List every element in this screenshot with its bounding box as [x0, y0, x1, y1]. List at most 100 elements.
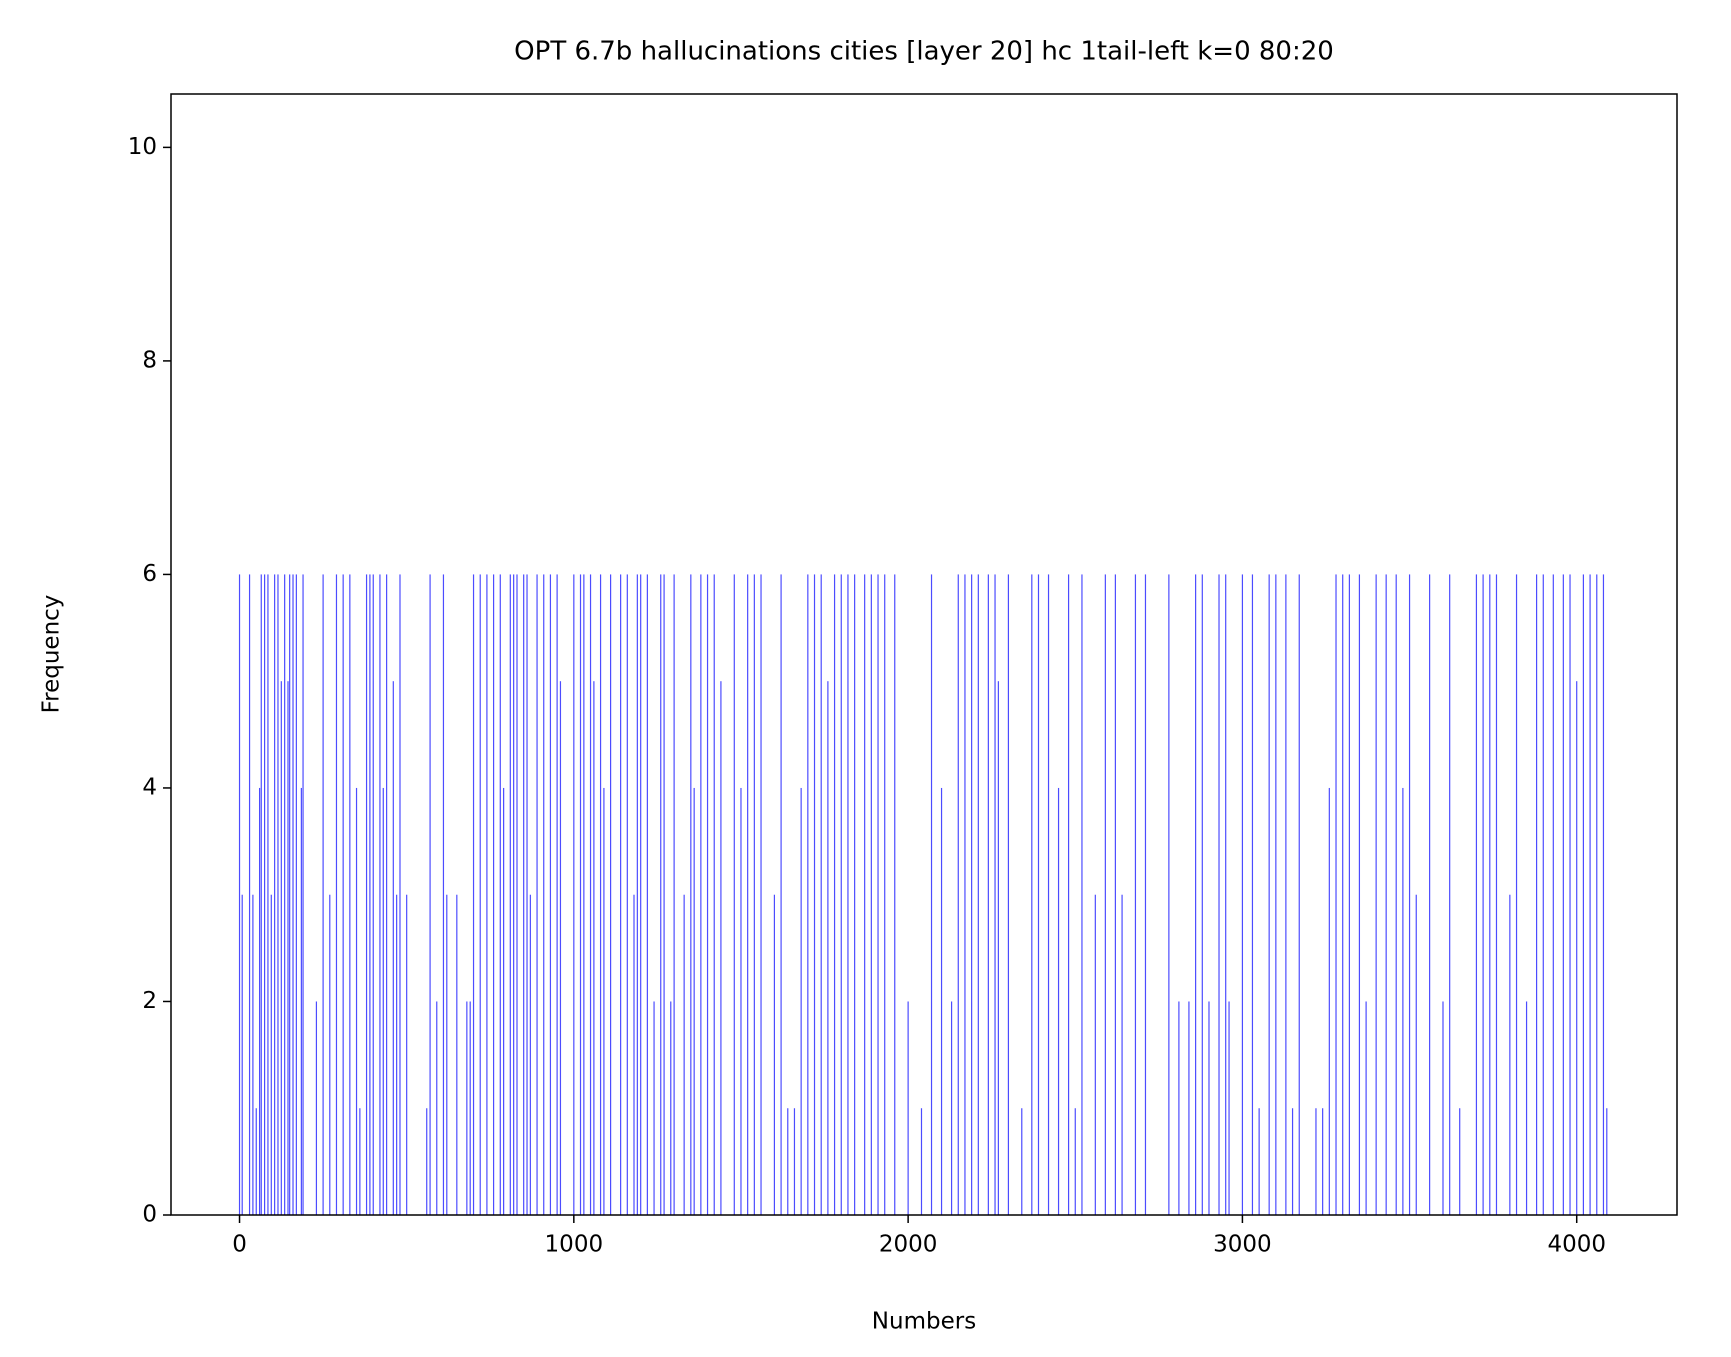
bar	[971, 574, 973, 1215]
bar	[238, 574, 241, 1215]
bar	[1218, 574, 1220, 1215]
bar	[1134, 574, 1137, 1215]
bar	[1562, 574, 1564, 1215]
bar	[274, 574, 276, 1215]
y-tick-label: 8	[142, 347, 157, 373]
bar	[241, 894, 243, 1215]
bar	[599, 574, 602, 1215]
bar	[1121, 894, 1123, 1215]
bar	[847, 574, 849, 1215]
bar	[255, 1108, 257, 1215]
bar	[1328, 787, 1330, 1215]
bar	[964, 574, 966, 1215]
bar	[436, 1001, 438, 1215]
bar	[1241, 574, 1244, 1215]
bar	[636, 574, 638, 1215]
bar	[1515, 574, 1518, 1215]
bar	[713, 574, 715, 1215]
bar	[248, 574, 251, 1215]
bar	[833, 574, 836, 1215]
bar	[1037, 574, 1040, 1215]
bar	[579, 574, 582, 1215]
bar	[442, 574, 445, 1215]
bar	[807, 574, 809, 1215]
x-tick-label: 2000	[879, 1232, 938, 1258]
bar	[663, 574, 665, 1215]
bar	[1576, 681, 1578, 1215]
bar	[503, 787, 505, 1215]
bar	[349, 574, 351, 1215]
y-tick-label: 6	[142, 561, 157, 587]
bar	[556, 574, 558, 1215]
bar	[780, 574, 782, 1215]
bar	[1408, 574, 1411, 1215]
bar	[987, 574, 989, 1215]
bar	[1208, 1001, 1210, 1215]
bar	[284, 574, 286, 1215]
bar	[1168, 574, 1170, 1215]
bar	[620, 574, 622, 1215]
bar	[1395, 574, 1397, 1215]
bar	[740, 787, 742, 1215]
bar	[289, 574, 291, 1215]
bar	[1178, 1001, 1180, 1215]
bar	[300, 787, 302, 1215]
y-axis-label: Frequency	[39, 595, 65, 714]
bar	[559, 681, 562, 1215]
bar	[1569, 574, 1571, 1215]
bar	[499, 574, 501, 1215]
bar	[472, 574, 475, 1215]
bar	[406, 894, 408, 1215]
bar	[690, 574, 692, 1215]
bar	[706, 574, 709, 1215]
bar	[513, 574, 515, 1215]
y-tick-label: 10	[128, 134, 157, 160]
bar	[1348, 574, 1350, 1215]
bar	[633, 894, 635, 1215]
bar	[1495, 574, 1498, 1215]
bar	[854, 574, 856, 1215]
bar	[1315, 1108, 1317, 1215]
bar	[1602, 574, 1605, 1215]
bar	[589, 574, 592, 1215]
bar	[827, 681, 829, 1215]
bar	[549, 574, 552, 1215]
bar	[683, 894, 685, 1215]
bar	[1201, 574, 1203, 1215]
bar	[1225, 574, 1227, 1215]
bar	[1402, 787, 1404, 1215]
bar	[270, 894, 272, 1215]
bar	[1285, 574, 1287, 1215]
bar	[626, 574, 628, 1215]
bar	[997, 681, 999, 1215]
bar	[1535, 574, 1538, 1215]
bar	[369, 574, 371, 1215]
bar	[1188, 1001, 1190, 1215]
bar	[864, 574, 866, 1215]
bar	[1342, 574, 1344, 1215]
bar	[1442, 1001, 1444, 1215]
bar	[372, 574, 374, 1215]
bar	[264, 574, 266, 1215]
bar	[733, 574, 735, 1215]
bar	[523, 574, 525, 1215]
bar	[1509, 894, 1511, 1215]
bar	[1322, 1108, 1324, 1215]
bar	[516, 574, 518, 1215]
bar	[673, 574, 675, 1215]
bar	[429, 574, 431, 1215]
bar	[1606, 1108, 1608, 1215]
bar	[920, 1108, 923, 1215]
bar	[280, 681, 282, 1215]
bar	[509, 574, 511, 1215]
bar	[396, 894, 398, 1215]
chart-title: OPT 6.7b hallucinations cities [layer 20…	[514, 37, 1334, 67]
bar	[1542, 574, 1544, 1215]
bar	[787, 1108, 789, 1215]
bar	[1094, 894, 1096, 1215]
bar	[720, 681, 722, 1215]
bar	[660, 574, 662, 1215]
bar	[603, 787, 605, 1215]
bar	[573, 574, 575, 1215]
